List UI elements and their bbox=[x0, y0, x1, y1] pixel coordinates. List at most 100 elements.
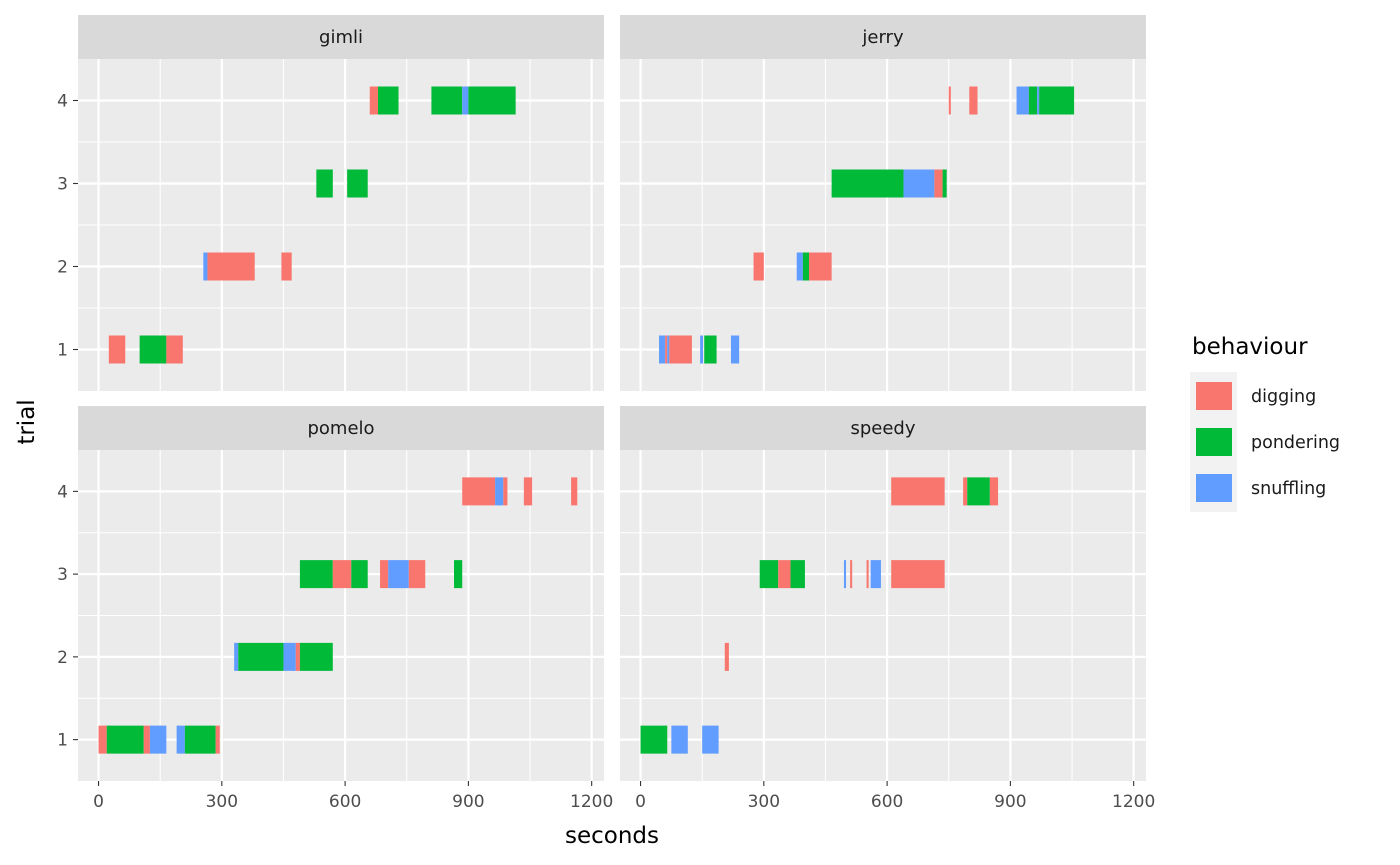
segment-pondering bbox=[454, 560, 463, 589]
segment-digging bbox=[948, 86, 951, 115]
legend-swatch-pondering bbox=[1196, 428, 1232, 456]
segment-snuffling bbox=[702, 725, 719, 754]
facet-strip-label: gimli bbox=[319, 27, 363, 48]
segment-digging bbox=[281, 252, 292, 281]
y-axis-title: trial bbox=[14, 399, 40, 444]
segment-digging bbox=[503, 477, 508, 506]
segment-pondering bbox=[139, 335, 167, 364]
segment-snuffling bbox=[495, 477, 504, 506]
segment-digging bbox=[215, 725, 220, 754]
segment-digging bbox=[295, 642, 300, 671]
segment-pondering bbox=[316, 169, 333, 198]
segment-pondering bbox=[299, 560, 333, 589]
facet-panel-pomelo: pomelo bbox=[78, 406, 604, 781]
y-tick-label: 4 bbox=[57, 482, 68, 502]
y-tick-label: 3 bbox=[57, 565, 68, 585]
segment-snuffling bbox=[462, 86, 469, 115]
segment-pondering bbox=[106, 725, 144, 754]
segment-pondering bbox=[299, 642, 333, 671]
legend-swatch-snuffling bbox=[1196, 474, 1232, 502]
y-tick-label: 1 bbox=[57, 731, 68, 751]
x-tick-label: 300 bbox=[748, 792, 780, 812]
segment-digging bbox=[166, 335, 183, 364]
segment-digging bbox=[380, 560, 389, 589]
segment-snuffling bbox=[234, 642, 239, 671]
segment-digging bbox=[669, 335, 692, 364]
segment-digging bbox=[891, 477, 945, 506]
segment-pondering bbox=[704, 335, 717, 364]
x-tick-label: 1200 bbox=[570, 792, 613, 812]
segment-pondering bbox=[640, 725, 668, 754]
segment-digging bbox=[523, 477, 533, 506]
segment-pondering bbox=[831, 169, 904, 198]
facet-strip bbox=[620, 15, 1146, 59]
legend-label-snuffling: snuffling bbox=[1251, 479, 1326, 499]
segment-pondering bbox=[431, 86, 463, 115]
x-tick-label: 300 bbox=[206, 792, 238, 812]
segment-snuffling bbox=[903, 169, 935, 198]
y-tick-label: 2 bbox=[57, 648, 68, 668]
segment-snuffling bbox=[149, 725, 167, 754]
segment-snuffling bbox=[1037, 86, 1040, 115]
segment-pondering bbox=[184, 725, 216, 754]
segment-digging bbox=[866, 560, 869, 589]
segment-snuffling bbox=[671, 725, 688, 754]
segment-digging bbox=[724, 642, 729, 671]
segment-digging bbox=[891, 560, 945, 589]
segment-snuffling bbox=[388, 560, 409, 589]
segment-digging bbox=[143, 725, 150, 754]
segment-pondering bbox=[802, 252, 810, 281]
facet-strip bbox=[620, 406, 1146, 450]
segment-snuffling bbox=[700, 335, 704, 364]
x-tick-label: 900 bbox=[452, 792, 484, 812]
facet-strip bbox=[78, 406, 604, 450]
segment-pondering bbox=[1039, 86, 1075, 115]
segment-pondering bbox=[377, 86, 399, 115]
segment-digging bbox=[408, 560, 426, 589]
segment-digging bbox=[207, 252, 255, 281]
legend-title: behaviour bbox=[1192, 334, 1308, 360]
x-tick-label: 600 bbox=[329, 792, 361, 812]
facet-strip-label: pomelo bbox=[307, 418, 374, 439]
segment-digging bbox=[753, 252, 764, 281]
legend: behaviour digging pondering snuffling bbox=[1190, 334, 1340, 512]
segment-digging bbox=[989, 477, 999, 506]
segment-digging bbox=[369, 86, 378, 115]
segment-digging bbox=[963, 477, 968, 506]
y-tick-label: 2 bbox=[57, 258, 68, 278]
x-tick-label: 0 bbox=[635, 792, 646, 812]
segment-digging bbox=[571, 477, 578, 506]
segment-snuffling bbox=[659, 335, 666, 364]
axes-layer: 1 2 3 4 1 2 3 4 0 300 600 900 1200 0 300 600 900 1200 bbox=[57, 92, 1155, 813]
segment-pondering bbox=[967, 477, 990, 506]
legend-label-digging: digging bbox=[1251, 387, 1316, 407]
segment-snuffling bbox=[203, 252, 208, 281]
facet-panel-gimli: gimli bbox=[78, 15, 604, 391]
segment-digging bbox=[778, 560, 791, 589]
segment-pondering bbox=[351, 560, 368, 589]
segment-pondering bbox=[238, 642, 284, 671]
segment-snuffling bbox=[667, 335, 670, 364]
segment-digging bbox=[934, 169, 943, 198]
x-tick-label: 1200 bbox=[1112, 792, 1155, 812]
segment-digging bbox=[850, 560, 853, 589]
segment-snuffling bbox=[730, 335, 740, 364]
panels-layer: gimli jerry pomelo speedy bbox=[78, 15, 1146, 781]
y-tick-label: 3 bbox=[57, 175, 68, 195]
segment-digging bbox=[969, 86, 978, 115]
segment-digging bbox=[332, 560, 352, 589]
segment-snuffling bbox=[176, 725, 185, 754]
facet-strip bbox=[78, 15, 604, 59]
segment-digging bbox=[809, 252, 832, 281]
facet-panel-jerry: jerry bbox=[620, 15, 1146, 391]
segment-digging bbox=[462, 477, 496, 506]
segment-pondering bbox=[1028, 86, 1038, 115]
legend-label-pondering: pondering bbox=[1251, 433, 1340, 453]
segment-digging bbox=[665, 335, 668, 364]
y-tick-label: 4 bbox=[57, 92, 68, 112]
segment-snuffling bbox=[1016, 86, 1029, 115]
segment-snuffling bbox=[283, 642, 296, 671]
facet-strip-label: jerry bbox=[861, 27, 904, 48]
y-tick-label: 1 bbox=[57, 341, 68, 361]
